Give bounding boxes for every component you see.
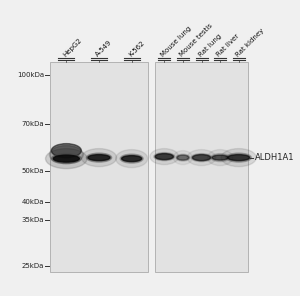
- Ellipse shape: [120, 154, 143, 163]
- Text: HepG2: HepG2: [62, 37, 83, 58]
- Ellipse shape: [116, 149, 148, 168]
- Ellipse shape: [191, 154, 212, 162]
- Ellipse shape: [88, 155, 110, 161]
- Text: A-549: A-549: [95, 39, 113, 58]
- Bar: [50, 62, 148, 272]
- Ellipse shape: [51, 144, 81, 157]
- Ellipse shape: [155, 154, 173, 160]
- Ellipse shape: [207, 149, 233, 165]
- Ellipse shape: [221, 149, 256, 167]
- Ellipse shape: [49, 146, 83, 164]
- Text: ALDH1A1: ALDH1A1: [255, 153, 295, 162]
- Ellipse shape: [228, 155, 250, 161]
- Text: Rat kidney: Rat kidney: [235, 28, 265, 58]
- Text: 70kDa: 70kDa: [21, 121, 44, 127]
- Text: 25kDa: 25kDa: [22, 263, 44, 269]
- Ellipse shape: [154, 153, 175, 161]
- Ellipse shape: [150, 149, 179, 165]
- Text: Rat lung: Rat lung: [197, 33, 222, 58]
- Text: K-562: K-562: [128, 40, 146, 58]
- Ellipse shape: [176, 154, 190, 161]
- Text: 50kDa: 50kDa: [22, 168, 44, 174]
- Ellipse shape: [53, 155, 79, 162]
- Ellipse shape: [226, 153, 251, 162]
- Ellipse shape: [211, 154, 229, 162]
- Bar: [155, 62, 248, 272]
- Ellipse shape: [177, 155, 189, 160]
- Ellipse shape: [46, 149, 87, 169]
- Ellipse shape: [86, 153, 112, 162]
- Ellipse shape: [51, 154, 81, 164]
- Text: Mouse lung: Mouse lung: [160, 25, 193, 58]
- Text: 40kDa: 40kDa: [22, 199, 44, 205]
- Text: 35kDa: 35kDa: [22, 217, 44, 223]
- Ellipse shape: [187, 149, 216, 165]
- Ellipse shape: [81, 149, 117, 167]
- Text: 100kDa: 100kDa: [17, 72, 44, 78]
- Ellipse shape: [212, 155, 228, 160]
- Ellipse shape: [193, 155, 211, 161]
- Text: Rat liver: Rat liver: [216, 33, 241, 58]
- Ellipse shape: [122, 156, 142, 162]
- Ellipse shape: [173, 151, 193, 165]
- Text: Mouse testis: Mouse testis: [179, 23, 214, 58]
